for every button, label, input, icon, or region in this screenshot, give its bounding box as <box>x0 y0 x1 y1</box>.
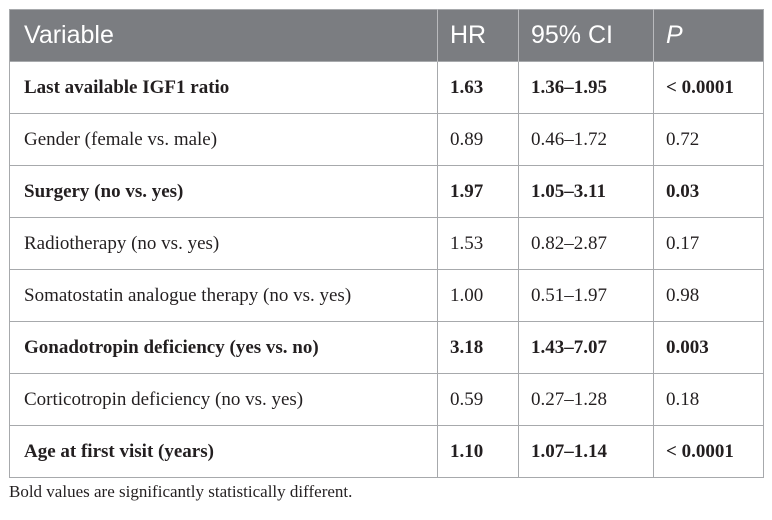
header-p: P <box>653 9 764 62</box>
cell-ci: 0.46–1.72 <box>518 113 654 166</box>
header-hr: HR <box>437 9 519 62</box>
cell-p: 0.17 <box>653 217 764 270</box>
cell-ci: 1.07–1.14 <box>518 425 654 478</box>
cell-ci: 0.51–1.97 <box>518 269 654 322</box>
cell-ci: 0.82–2.87 <box>518 217 654 270</box>
cell-p: 0.98 <box>653 269 764 322</box>
header-row: Variable HR 95% CI P <box>9 9 764 62</box>
cell-ci: 1.43–7.07 <box>518 321 654 374</box>
cell-p: < 0.0001 <box>653 61 764 114</box>
cell-ci: 1.05–3.11 <box>518 165 654 218</box>
table-row: Last available IGF1 ratio 1.63 1.36–1.95… <box>9 61 764 114</box>
table-row: Radiotherapy (no vs. yes) 1.53 0.82–2.87… <box>9 217 764 270</box>
cell-hr: 1.00 <box>437 269 519 322</box>
table-row: Age at first visit (years) 1.10 1.07–1.1… <box>9 425 764 478</box>
cell-p: 0.003 <box>653 321 764 374</box>
table-header: Variable HR 95% CI P <box>9 9 764 62</box>
cell-variable: Last available IGF1 ratio <box>9 61 438 114</box>
cell-p: < 0.0001 <box>653 425 764 478</box>
cell-hr: 1.53 <box>437 217 519 270</box>
cell-variable: Somatostatin analogue therapy (no vs. ye… <box>9 269 438 322</box>
table-row: Surgery (no vs. yes) 1.97 1.05–3.11 0.03 <box>9 165 764 218</box>
cell-hr: 1.63 <box>437 61 519 114</box>
table-row: Somatostatin analogue therapy (no vs. ye… <box>9 269 764 322</box>
table-row: Gonadotropin deficiency (yes vs. no) 3.1… <box>9 321 764 374</box>
cell-variable: Surgery (no vs. yes) <box>9 165 438 218</box>
hazard-ratio-table: Variable HR 95% CI P Last available IGF1… <box>9 9 764 478</box>
header-ci: 95% CI <box>518 9 654 62</box>
cell-ci: 1.36–1.95 <box>518 61 654 114</box>
cell-hr: 1.10 <box>437 425 519 478</box>
cell-variable: Age at first visit (years) <box>9 425 438 478</box>
table-footnote: Bold values are significantly statistica… <box>9 482 353 501</box>
cell-ci: 0.27–1.28 <box>518 373 654 426</box>
cell-variable: Gender (female vs. male) <box>9 113 438 166</box>
cell-hr: 3.18 <box>437 321 519 374</box>
cell-p: 0.72 <box>653 113 764 166</box>
cell-variable: Corticotropin deficiency (no vs. yes) <box>9 373 438 426</box>
results-table-container: Variable HR 95% CI P Last available IGF1… <box>9 9 764 478</box>
cell-variable: Radiotherapy (no vs. yes) <box>9 217 438 270</box>
cell-hr: 1.97 <box>437 165 519 218</box>
cell-hr: 0.89 <box>437 113 519 166</box>
cell-p: 0.18 <box>653 373 764 426</box>
table-row: Corticotropin deficiency (no vs. yes) 0.… <box>9 373 764 426</box>
table-row: Gender (female vs. male) 0.89 0.46–1.72 … <box>9 113 764 166</box>
cell-variable: Gonadotropin deficiency (yes vs. no) <box>9 321 438 374</box>
cell-p: 0.03 <box>653 165 764 218</box>
cell-hr: 0.59 <box>437 373 519 426</box>
table-body: Last available IGF1 ratio 1.63 1.36–1.95… <box>9 61 764 478</box>
header-variable: Variable <box>24 21 114 49</box>
